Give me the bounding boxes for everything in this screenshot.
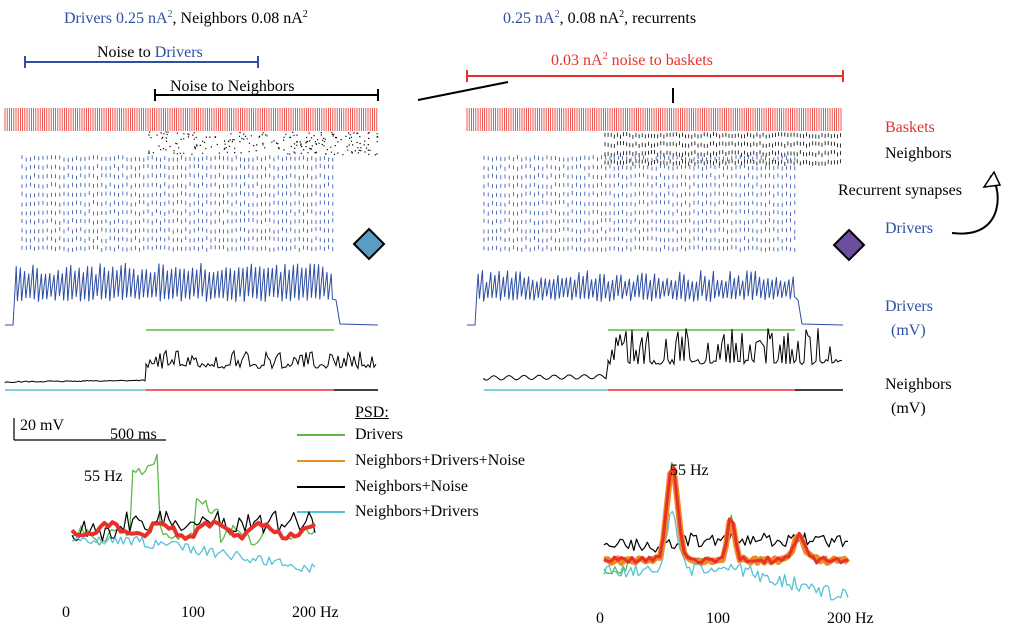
right-driver-raster xyxy=(483,155,796,252)
psd-legend-drivers: Drivers xyxy=(355,426,403,443)
drivers-label: Drivers xyxy=(885,220,933,237)
neighbors-mv-label: Neighbors xyxy=(885,376,952,393)
header-right: 0.25 nA2, 0.08 nA2, recurrents xyxy=(503,10,696,28)
panel-connector-line xyxy=(417,81,509,101)
right-neighbor-voltage-trace xyxy=(483,328,843,381)
scalebar-time-label: 500 ms xyxy=(110,426,157,443)
drivers-mv-unit: (mV) xyxy=(891,322,926,339)
psd-left-peak-label: 55 Hz xyxy=(84,468,123,485)
left-neighbor-raster xyxy=(148,131,379,156)
left-driver-raster xyxy=(21,155,334,252)
sup-2: 2 xyxy=(619,9,625,20)
sup-2: 2 xyxy=(302,9,308,20)
right-diamond-marker xyxy=(832,228,866,262)
header-right-neighbors: , 0.08 nA xyxy=(559,10,620,27)
left-diamond-marker xyxy=(352,227,386,261)
right-basket-raster xyxy=(466,108,842,131)
sup-2: 2 xyxy=(554,9,560,20)
psd-right-tick-200: 200 Hz xyxy=(827,610,874,627)
header-right-recurrents: , recurrents xyxy=(624,10,697,27)
baskets-label: Baskets xyxy=(885,119,935,136)
noise-to-neighbors-label: Noise to Neighbors xyxy=(170,78,295,95)
right-neighbor-raster xyxy=(604,132,841,166)
psd-left-tick-200: 200 Hz xyxy=(292,604,339,621)
recurrent-synapses-label: Recurrent synapses xyxy=(838,182,962,199)
psd-left-neighbors-drivers-curve xyxy=(71,535,316,573)
psd-legend-all: Neighbors+Drivers+Noise xyxy=(355,452,526,469)
sup-2: 2 xyxy=(602,51,608,62)
neighbors-label: Neighbors xyxy=(885,145,952,162)
noise-to-baskets-label: 0.03 nA2 noise to baskets xyxy=(551,52,713,70)
psd-right-all-curve xyxy=(603,466,849,565)
noise-to-drivers-label: Noise to Drivers xyxy=(97,44,203,62)
header-neighbors-noise: Neighbors 0.08 nA xyxy=(176,10,303,27)
header-left: Drivers 0.25 nA2, Neighbors 0.08 nA2 xyxy=(64,10,308,28)
psd-left-neighbors-noise-curve xyxy=(71,510,316,542)
psd-legend-neighbors-noise: Neighbors+Noise xyxy=(355,478,469,495)
psd-legend-title: PSD: xyxy=(355,404,389,421)
header-separator: , xyxy=(172,10,177,27)
noise-prefix: Noise to xyxy=(97,44,155,61)
header-right-drivers: 0.25 nA xyxy=(503,10,555,27)
neighbors-mv-unit: (mV) xyxy=(891,400,926,417)
noise-target: Drivers xyxy=(154,44,203,61)
header-drivers-noise: Drivers 0.25 nA xyxy=(64,10,168,27)
psd-left-tick-0: 0 xyxy=(62,604,70,621)
noise-baskets-amount: 0.03 nA xyxy=(551,52,603,69)
psd-left-all-curve xyxy=(70,519,317,541)
psd-legend-neighbors-drivers: Neighbors+Drivers xyxy=(355,503,479,520)
psd-right-tick-100: 100 xyxy=(706,610,730,627)
left-basket-raster xyxy=(4,108,378,131)
psd-right-peak-label: 55 Hz xyxy=(670,462,709,479)
right-driver-voltage-trace xyxy=(467,270,844,326)
drivers-mv-label: Drivers xyxy=(885,298,933,315)
sup-2: 2 xyxy=(167,9,173,20)
psd-right-tick-0: 0 xyxy=(596,610,604,627)
left-driver-voltage-trace xyxy=(5,262,379,326)
scalebar-voltage-label: 20 mV xyxy=(20,417,64,434)
recurrent-synapse-arrowhead xyxy=(982,170,1002,188)
psd-left-tick-100: 100 xyxy=(181,604,205,621)
noise-baskets-text: noise to baskets xyxy=(607,52,713,69)
left-neighbor-voltage-trace xyxy=(4,349,377,384)
psd-right-neighbors-drivers-curve xyxy=(603,510,849,601)
